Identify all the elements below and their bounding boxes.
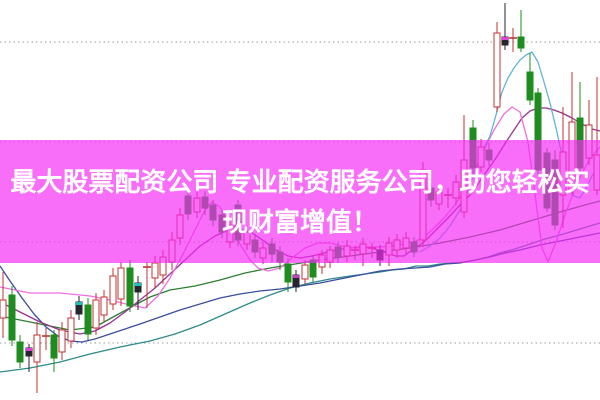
- candle-marker: [76, 302, 82, 305]
- down-candle: [517, 36, 525, 49]
- up-candle: [493, 32, 501, 108]
- down-candle: [284, 263, 292, 283]
- up-candle: [92, 299, 100, 329]
- up-candle: [67, 317, 75, 342]
- up-candle: [58, 329, 66, 353]
- down-candle: [84, 304, 92, 335]
- candle-marker: [135, 283, 141, 286]
- up-candle: [100, 296, 108, 316]
- up-candle: [301, 264, 309, 280]
- down-candle: [8, 294, 16, 341]
- up-candle: [33, 334, 41, 363]
- up-candle: [117, 267, 125, 300]
- down-candle: [16, 341, 24, 363]
- candle-marker: [26, 348, 32, 351]
- down-candle: [50, 334, 58, 359]
- promo-banner: 最大股票配资公司 专业配资服务公司，助您轻松实 现财富增值！: [0, 140, 600, 263]
- promo-banner-line1: 最大股票配资公司 专业配资服务公司，助您轻松实: [10, 166, 590, 197]
- down-candle: [526, 71, 534, 101]
- up-candle: [109, 275, 117, 305]
- up-candle: [151, 262, 159, 279]
- candle-marker: [293, 275, 299, 278]
- up-candle: [0, 299, 7, 319]
- promo-banner-line2: 现财富增值！: [221, 206, 378, 237]
- down-candle: [126, 267, 134, 307]
- candle-marker: [502, 37, 508, 40]
